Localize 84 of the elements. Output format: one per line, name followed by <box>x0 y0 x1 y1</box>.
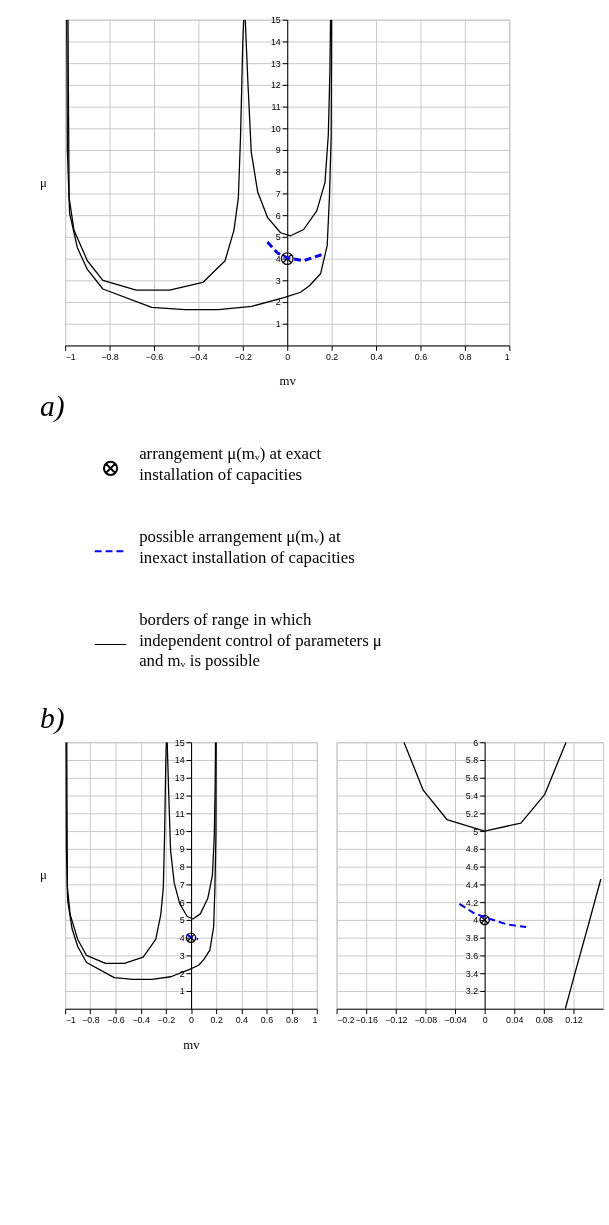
x-tick-label: −0.8 <box>82 1015 100 1026</box>
x-tick-label: −0.16 <box>355 1015 378 1026</box>
y-tick-label: 5.2 <box>465 808 479 819</box>
x-tick-label: 0.6 <box>414 351 428 362</box>
y-tick-label: 8 <box>275 167 281 178</box>
y-tick-label: 6 <box>179 897 185 908</box>
y-tick-label: 9 <box>179 844 185 855</box>
y-tick-label: 3 <box>275 275 281 286</box>
y-tick-label: 9 <box>275 145 281 156</box>
y-tick-label: 10 <box>270 123 281 134</box>
y-axis-title: μ <box>39 868 47 883</box>
x-tick-label: −0.2 <box>234 351 253 362</box>
y-tick-label: 4.2 <box>465 897 479 908</box>
y-tick-label: 3.8 <box>465 933 479 944</box>
y-tick-label: 7 <box>179 879 185 890</box>
y-tick-label: 5 <box>473 826 479 837</box>
y-tick-label: 4 <box>179 933 185 944</box>
x-tick-label: 0.8 <box>285 1015 299 1026</box>
x-tick-label: −0.08 <box>414 1015 438 1026</box>
y-tick-label: 10 <box>174 826 185 837</box>
y-tick-label: 7 <box>275 188 281 199</box>
y-tick-label: 15 <box>270 15 281 26</box>
y-tick-label: 3.6 <box>465 950 479 961</box>
y-tick-label: 11 <box>175 808 185 819</box>
y-tick-label: 4.6 <box>465 862 479 873</box>
x-tick-label: 0.8 <box>459 351 472 362</box>
x-tick-label: 0.04 <box>506 1015 524 1026</box>
y-tick-label: 14 <box>270 36 281 47</box>
y-tick-label: 11 <box>271 102 281 113</box>
y-tick-label: 13 <box>270 58 281 69</box>
y-tick-label: 5 <box>275 232 281 243</box>
x-tick-label: 1 <box>504 351 510 362</box>
x-tick-label: 0 <box>285 351 291 362</box>
x-tick-label: 0.4 <box>235 1015 249 1026</box>
x-tick-label: −0.2 <box>157 1015 176 1026</box>
x-tick-label: 0 <box>189 1015 195 1026</box>
x-tick-label: −0.8 <box>101 351 119 362</box>
y-tick-label: 12 <box>270 80 281 91</box>
x-tick-label: −0.6 <box>145 351 164 362</box>
y-tick-label: 4 <box>275 254 281 265</box>
y-tick-label: 8 <box>179 862 185 873</box>
y-tick-label: 1 <box>179 986 185 997</box>
x-axis-title: mv <box>183 1037 201 1052</box>
y-tick-label: 6 <box>275 210 281 221</box>
chart-title: b) <box>39 702 65 736</box>
y-axis-title: μ <box>39 175 47 190</box>
x-axis-title: mv <box>279 374 297 389</box>
y-tick-label: 4 <box>473 915 479 926</box>
x-tick-label: −0.6 <box>107 1015 125 1026</box>
x-tick-label: −0.4 <box>132 1015 150 1026</box>
y-tick-label: 15 <box>174 737 185 748</box>
y-tick-label: 2 <box>179 968 185 979</box>
x-tick-label: −0.4 <box>190 351 208 362</box>
y-tick-label: 12 <box>174 790 185 801</box>
y-tick-label: 6 <box>473 737 479 748</box>
legend-label: possible arrangement μ(mᵥ) at inexact installation of capacities <box>139 526 355 567</box>
y-tick-label: 3.2 <box>465 986 479 997</box>
x-tick-label: 0.12 <box>565 1015 583 1026</box>
y-tick-label: 5.8 <box>465 755 479 766</box>
legend-label: borders of range in which independent control of parameters μ and mᵥ is possible <box>139 609 382 671</box>
y-tick-label: 3.4 <box>465 968 479 979</box>
y-tick-label: 5.4 <box>465 790 479 801</box>
x-tick-label: 0.08 <box>535 1015 554 1026</box>
legend-label: arrangement μ(mᵥ) at exact installation of capacities <box>139 443 322 484</box>
y-tick-label: 3 <box>179 950 185 961</box>
y-tick-label: 13 <box>174 773 185 784</box>
x-tick-label: 0.2 <box>210 1015 223 1026</box>
text: a) <box>39 389 65 423</box>
x-tick-label: −0.12 <box>385 1015 408 1026</box>
y-tick-label: 5 <box>179 915 185 926</box>
x-tick-label: 0.6 <box>260 1015 274 1026</box>
x-tick-label: −1 <box>65 1015 76 1026</box>
x-tick-label: 0 <box>482 1015 488 1026</box>
y-tick-label: 4.8 <box>465 844 479 855</box>
x-tick-label: −0.2 <box>337 1015 355 1026</box>
x-tick-label: 0.4 <box>370 351 383 362</box>
y-tick-label: 5.6 <box>465 773 479 784</box>
y-tick-label: 4.4 <box>465 879 479 890</box>
y-tick-label: 1 <box>275 319 281 330</box>
x-tick-label: −1 <box>65 351 76 362</box>
y-tick-label: 14 <box>174 755 185 766</box>
x-tick-label: 0.2 <box>325 351 339 362</box>
x-tick-label: −0.04 <box>444 1015 467 1026</box>
x-tick-label: 1 <box>312 1015 318 1026</box>
